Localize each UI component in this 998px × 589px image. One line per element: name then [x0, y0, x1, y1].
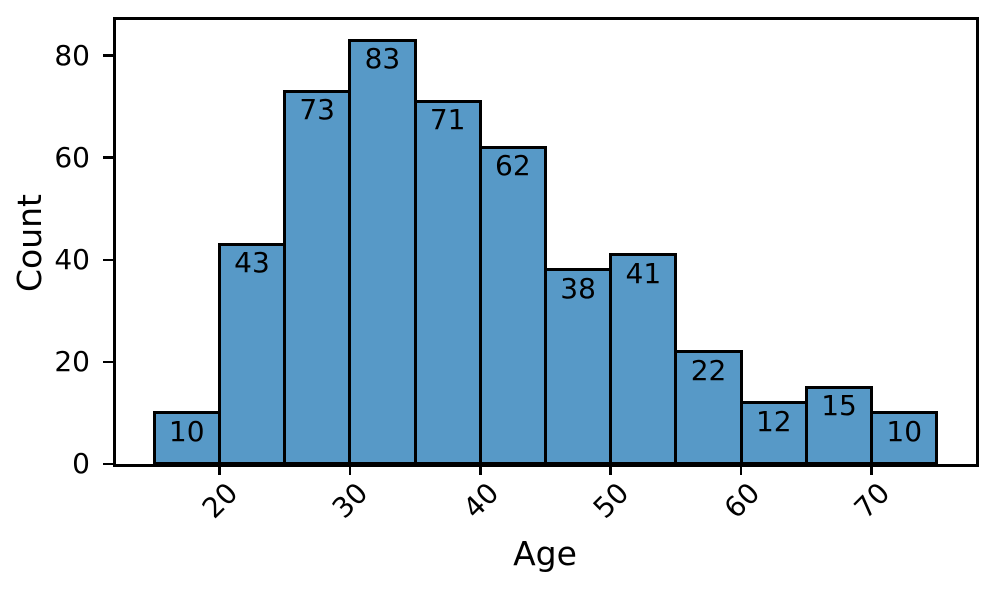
bar-value-label: 38 [560, 271, 596, 305]
y-tick [103, 156, 113, 159]
bar-value-label: 15 [821, 389, 857, 423]
x-tick-label-text: 60 [717, 476, 766, 525]
bar-value-label: 41 [625, 256, 662, 290]
histogram-bar [674, 350, 743, 465]
bar-value-label: 62 [495, 149, 531, 183]
x-tick [739, 466, 743, 475]
bar-value-label: 10 [886, 414, 923, 448]
x-tick [218, 466, 221, 475]
histogram-bar [870, 411, 939, 465]
y-tick-label: 80 [54, 38, 90, 72]
bar-value-label: 12 [755, 404, 792, 438]
histogram-bar [804, 385, 874, 465]
x-tick-label-text: 50 [586, 476, 636, 525]
histogram-bar [348, 38, 417, 465]
y-tick-label: 0 [72, 447, 90, 480]
x-tick [870, 466, 873, 475]
x-tick [348, 466, 352, 475]
y-tick [103, 360, 113, 364]
y-tick [103, 258, 113, 261]
histogram-bar [217, 242, 287, 465]
histogram-bar [413, 99, 482, 465]
x-tick-label-text: 30 [325, 476, 375, 525]
histogram-bar [283, 89, 352, 465]
x-tick-label-text: 40 [456, 476, 505, 525]
x-tick [479, 466, 482, 475]
y-tick-label: 20 [54, 344, 90, 378]
bar-value-label: 10 [168, 414, 205, 448]
x-tick-label-text: 70 [847, 476, 897, 525]
histogram-bar [152, 411, 221, 465]
histogram-bar [478, 145, 547, 465]
y-tick [103, 54, 113, 57]
bar-value-label: 83 [364, 42, 401, 76]
y-tick-label: 60 [54, 140, 90, 174]
histogram-bar [609, 253, 678, 465]
bar-value-label: 71 [429, 103, 466, 137]
x-tick [609, 466, 612, 475]
bar-value-label: 43 [234, 246, 270, 280]
y-tick-label: 40 [54, 242, 90, 276]
bar-value-label: 73 [299, 93, 335, 127]
x-axis-label: Age [513, 534, 577, 573]
x-tick-label-text: 20 [195, 476, 244, 525]
y-tick [103, 462, 113, 466]
bar-value-label: 22 [690, 353, 727, 387]
